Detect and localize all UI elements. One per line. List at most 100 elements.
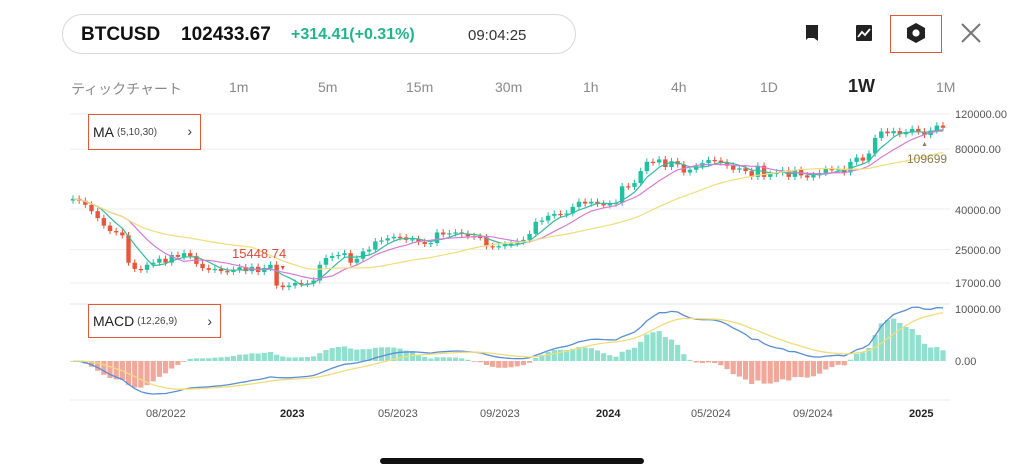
macd-histogram-bar <box>841 361 847 366</box>
price-axis-label: 17000.00 <box>955 278 1001 290</box>
candle-body <box>274 264 279 286</box>
tab-4h[interactable]: 4h <box>671 79 687 95</box>
candle-body <box>644 161 650 172</box>
x-axis-label: 09/2024 <box>793 408 833 420</box>
close-icon[interactable] <box>958 20 984 46</box>
macd-histogram-bar <box>539 354 545 361</box>
macd-histogram-bar <box>520 361 527 366</box>
tab-1mo[interactable]: 1M <box>936 79 956 95</box>
macd-histogram-bar <box>755 361 761 381</box>
macd-histogram-bar <box>557 349 564 361</box>
candle-body <box>126 235 131 263</box>
candle-body <box>366 249 372 252</box>
candle-body <box>286 285 292 288</box>
candle-body <box>490 246 495 248</box>
candle-body <box>743 168 748 172</box>
tab-tick-chart[interactable]: ティックチャート <box>71 81 183 97</box>
tab-5m[interactable]: 5m <box>318 79 338 95</box>
macd-histogram-bar <box>483 361 490 366</box>
macd-histogram-bar <box>508 361 514 368</box>
ma-indicator-button[interactable]: MA (5,10,30) › <box>88 114 201 150</box>
dif-line <box>72 306 944 395</box>
macd-histogram-bar <box>224 356 230 361</box>
macd-histogram-bar <box>798 361 804 378</box>
macd-histogram-bar <box>662 337 668 361</box>
candle-body <box>280 285 285 288</box>
candle-body <box>453 232 458 234</box>
macd-histogram-bar <box>749 361 755 385</box>
candle-body <box>478 236 483 239</box>
tab-1d[interactable]: 1D <box>760 79 778 95</box>
candle-body <box>181 253 187 257</box>
candle-body <box>576 201 582 207</box>
candle-body <box>354 258 360 263</box>
candle-body <box>225 271 230 273</box>
candle-body <box>434 232 440 243</box>
macd-histogram-bar <box>742 361 749 380</box>
candle-body <box>89 204 94 212</box>
candle-body <box>768 173 773 177</box>
candle-body <box>589 201 594 204</box>
macd-histogram-bar <box>675 344 681 361</box>
candle-body <box>132 262 137 269</box>
macd-histogram-bar <box>730 361 736 375</box>
settings-icon[interactable] <box>903 20 929 46</box>
candle-body <box>521 239 526 242</box>
dea-line <box>72 312 944 390</box>
macd-histogram-bar <box>533 358 539 361</box>
macd-histogram-bar <box>459 358 465 361</box>
tab-30m[interactable]: 30m <box>495 79 523 95</box>
macd-histogram-bar <box>206 358 212 361</box>
candle-body <box>811 175 816 178</box>
price-change: +314.41(+0.31%) <box>291 26 415 43</box>
candle-body <box>348 253 353 263</box>
candle-body <box>175 254 181 257</box>
macd-histogram-bar <box>502 361 508 368</box>
bookmark-icon[interactable] <box>799 20 825 46</box>
macd-axis-label: 10000.00 <box>955 304 1001 316</box>
candle-body <box>916 128 921 132</box>
macd-histogram-bar <box>644 334 650 361</box>
candle-body <box>632 183 637 187</box>
macd-histogram-bar <box>779 361 786 380</box>
macd-histogram-bar <box>440 357 446 361</box>
candle-body <box>391 236 397 239</box>
macd-histogram-bar <box>317 353 323 361</box>
candle-body <box>619 186 625 203</box>
tab-1h[interactable]: 1h <box>583 79 599 95</box>
candle-body <box>848 161 853 173</box>
x-axis-label: 2024 <box>596 408 621 420</box>
tab-1w[interactable]: 1W <box>848 76 875 96</box>
macd-histogram-bar <box>415 354 422 361</box>
home-indicator <box>380 458 644 464</box>
candle-body <box>397 236 403 239</box>
macd-histogram-bar <box>144 361 150 386</box>
candle-body <box>169 254 174 263</box>
candle-body <box>891 131 896 134</box>
price-chart[interactable]: 120000.00 80000.00 40000.00 25000.00 17000.0… <box>0 0 1024 440</box>
macd-histogram-bar <box>391 347 397 361</box>
tab-1m[interactable]: 1m <box>229 79 249 95</box>
candle-body <box>323 257 329 265</box>
tab-15m[interactable]: 15m <box>406 79 434 95</box>
macd-histogram-bar <box>786 361 792 381</box>
candle-body <box>527 233 532 240</box>
macd-indicator-button[interactable]: MACD (12,26,9) › <box>88 304 221 338</box>
macd-histogram-bar <box>940 350 946 361</box>
macd-histogram-bar <box>477 361 483 363</box>
candle-body <box>582 201 588 204</box>
price-axis-label: 25000.00 <box>955 245 1001 257</box>
macd-histogram-bar <box>212 357 218 361</box>
candle-body <box>731 165 736 170</box>
chart-compare-icon[interactable] <box>851 20 877 46</box>
macd-histogram-bar <box>705 361 712 363</box>
macd-histogram-bar <box>650 332 656 361</box>
candle-body <box>922 131 927 136</box>
candle-body <box>909 128 915 133</box>
symbol-quote-pill[interactable]: BTCUSD 102433.67 +314.41(+0.31%) 09:04:2… <box>62 14 576 54</box>
candle-body <box>595 201 600 204</box>
candle-body <box>934 125 940 131</box>
low-price-label: 15448.74 <box>232 246 286 261</box>
candle-body <box>484 237 489 247</box>
macd-histogram <box>70 318 946 388</box>
